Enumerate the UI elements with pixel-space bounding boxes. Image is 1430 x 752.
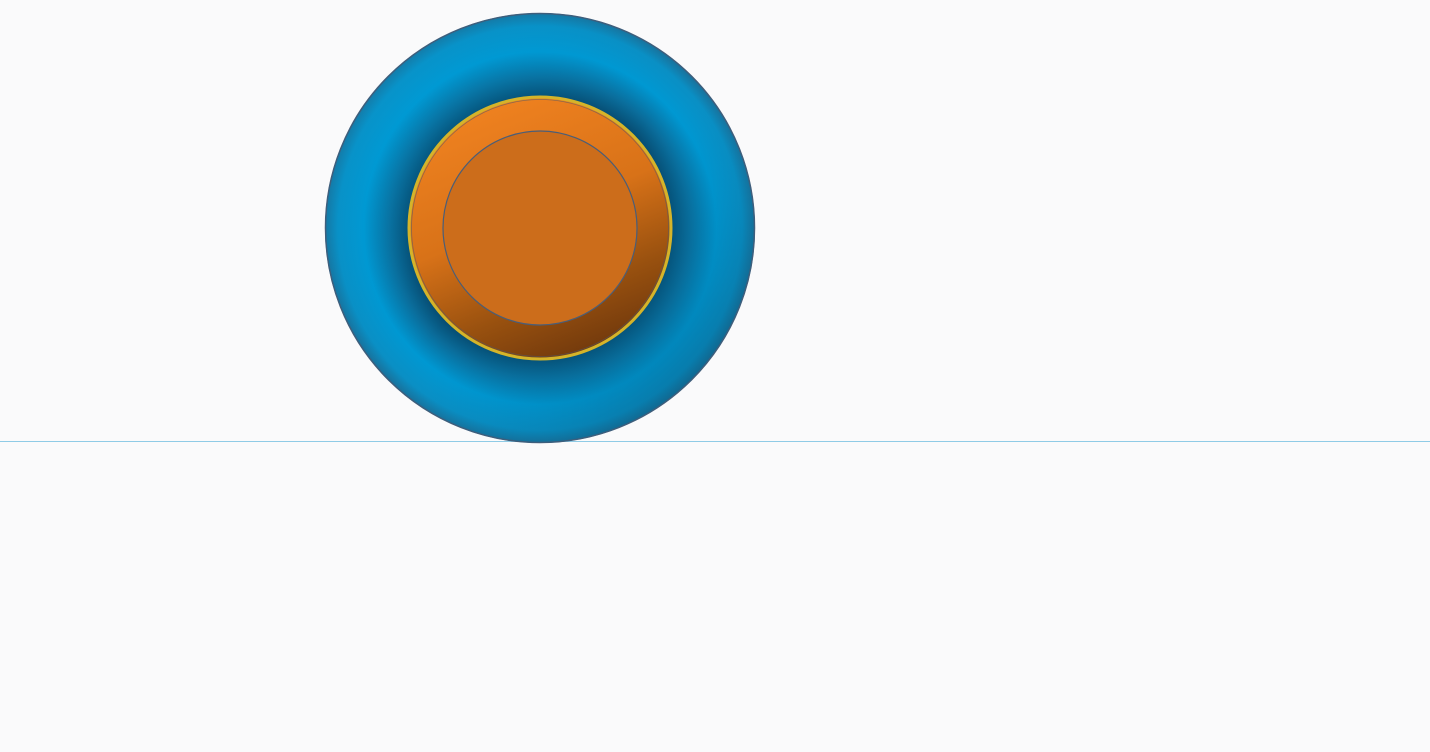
selection-outline [407,95,673,361]
orange-disc-shape[interactable] [442,130,638,326]
